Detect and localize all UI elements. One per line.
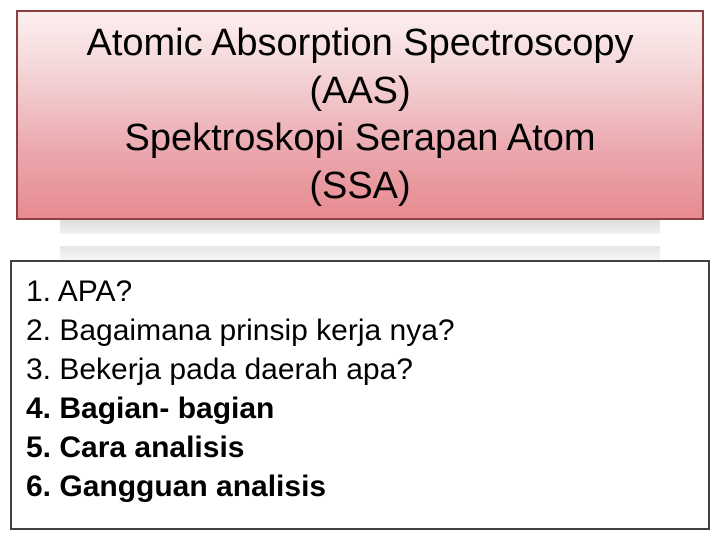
list-item-5: 5. Cara analisis bbox=[26, 428, 694, 467]
list-item-1: 1. APA? bbox=[26, 272, 694, 311]
title-line-4: (SSA) bbox=[309, 165, 410, 207]
list-item-6: 6. Gangguan analisis bbox=[26, 467, 694, 506]
title-line-1: Atomic Absorption Spectroscopy bbox=[86, 22, 633, 64]
list-item-4: 4. Bagian- bagian bbox=[26, 389, 694, 428]
title-line-2: (AAS) bbox=[309, 70, 410, 112]
connector-bar-top bbox=[60, 220, 660, 234]
slide: Atomic Absorption Spectroscopy (AAS) Spe… bbox=[0, 0, 720, 540]
title-text: Atomic Absorption Spectroscopy (AAS) Spe… bbox=[32, 20, 688, 210]
title-line-3: Spektroskopi Serapan Atom bbox=[124, 117, 595, 159]
title-box: Atomic Absorption Spectroscopy (AAS) Spe… bbox=[16, 10, 704, 220]
list-item-2: 2. Bagaimana prinsip kerja nya? bbox=[26, 311, 694, 350]
list-item-3: 3. Bekerja pada daerah apa? bbox=[26, 350, 694, 389]
list-box: 1. APA? 2. Bagaimana prinsip kerja nya? … bbox=[10, 260, 710, 530]
connector-bar-bottom bbox=[60, 246, 660, 260]
connector-decoration bbox=[60, 218, 660, 260]
